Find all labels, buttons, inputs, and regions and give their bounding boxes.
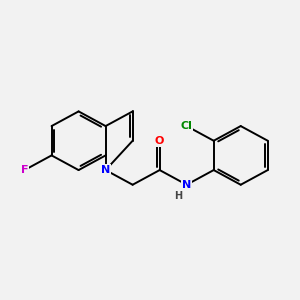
Text: H: H <box>174 191 182 201</box>
Text: N: N <box>182 180 191 190</box>
Text: F: F <box>21 165 28 175</box>
Text: Cl: Cl <box>181 121 193 131</box>
Text: O: O <box>155 136 164 146</box>
Text: N: N <box>101 165 110 175</box>
